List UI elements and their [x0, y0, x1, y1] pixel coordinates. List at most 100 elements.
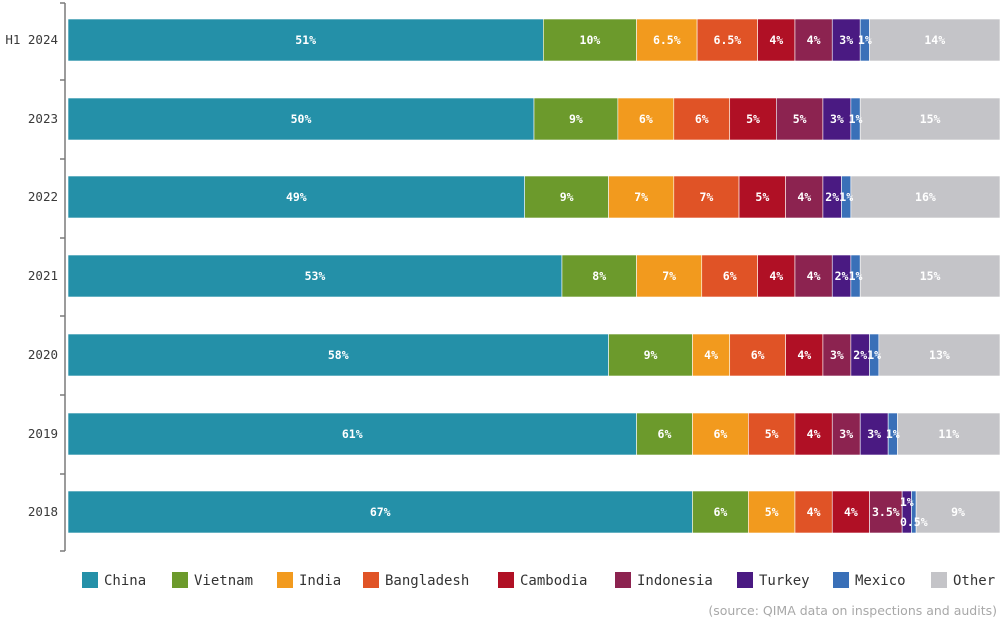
category-label: 2020 [28, 347, 58, 362]
legend-swatch-other [931, 572, 947, 588]
bar-segment-vietnam [524, 175, 609, 219]
data-label: 2% [825, 190, 839, 204]
data-label: 4% [807, 505, 821, 519]
data-label: 7% [662, 269, 676, 283]
legend-label: Cambodia [520, 573, 587, 589]
data-label: 1% [867, 348, 881, 362]
data-label: 3% [839, 427, 853, 441]
legend-swatch-china [82, 572, 98, 588]
bar-segment-bangladesh [729, 333, 786, 377]
data-label: 6% [639, 112, 653, 126]
bar-segment-other [850, 175, 1000, 219]
data-label: 5% [765, 505, 779, 519]
bar-segment-india [692, 333, 731, 377]
data-label: 9% [569, 112, 583, 126]
bar-segment-other [915, 490, 1000, 534]
bar-segment-india [608, 175, 675, 219]
data-label: 13% [929, 348, 950, 362]
legend-label: Mexico [855, 573, 906, 589]
data-label: 6% [713, 427, 727, 441]
data-label: 1% [849, 112, 863, 126]
data-label: 1% [849, 269, 863, 283]
category-label: 2018 [28, 504, 58, 519]
legend-label: India [299, 573, 341, 589]
data-label: 0.5% [900, 515, 928, 529]
data-label: 15% [920, 269, 941, 283]
data-label: 10% [580, 33, 601, 47]
data-label: 4% [807, 33, 821, 47]
bar-segment-china [67, 97, 535, 141]
data-label: 4% [769, 33, 783, 47]
bar-segment-indonesia [869, 490, 903, 534]
data-label: 5% [765, 427, 779, 441]
legend-swatch-india [277, 572, 293, 588]
data-label: 5% [755, 190, 769, 204]
data-label: 8% [592, 269, 606, 283]
data-label: 61% [342, 427, 363, 441]
data-label: 1% [886, 427, 900, 441]
category-label: H1 2024 [5, 32, 58, 47]
category-label: 2019 [28, 426, 58, 441]
data-label: 67% [370, 505, 391, 519]
bar-segment-vietnam [692, 490, 749, 534]
data-label: 1% [858, 33, 872, 47]
data-label: 3% [867, 427, 881, 441]
data-label: 7% [634, 190, 648, 204]
data-label: 53% [305, 269, 326, 283]
data-label: 4% [807, 427, 821, 441]
data-label: 4% [704, 348, 718, 362]
data-label: 3.5% [872, 505, 900, 519]
data-label: 4% [797, 190, 811, 204]
data-label: 6% [723, 269, 737, 283]
bar-segment-china [67, 490, 693, 534]
bar-segment-vietnam [608, 333, 693, 377]
data-label: 6% [658, 427, 672, 441]
data-label: 6.5% [714, 33, 742, 47]
data-label: 11% [938, 427, 959, 441]
bars [67, 18, 1000, 534]
bar-segment-cambodia [729, 97, 777, 141]
bar-segment-indonesia [794, 18, 833, 62]
bar-segment-india [636, 254, 703, 298]
bar-segment-vietnam [533, 97, 619, 141]
data-label: 4% [844, 505, 858, 519]
data-label: 3% [830, 112, 844, 126]
bar-segment-bangladesh [701, 254, 758, 298]
bar-segment-cambodia [757, 254, 796, 298]
data-label: 6.5% [653, 33, 681, 47]
legend-swatch-cambodia [498, 572, 514, 588]
data-label: 7% [699, 190, 713, 204]
data-label: 1% [839, 190, 853, 204]
bar-labels: 51% 10% 6.5% 6.5% 4% 4% 3% 1% 14% 50% 9% 6% 6% 5% 5% 3%… [286, 33, 965, 529]
bar-segment-india [617, 97, 675, 141]
legend-label: Vietnam [194, 573, 253, 589]
legend-swatch-vietnam [172, 572, 188, 588]
legend-label: Turkey [759, 573, 810, 589]
legend-label: Other [953, 573, 995, 589]
bar-segment-indonesia [785, 175, 824, 219]
bar-segment-cambodia [738, 175, 786, 219]
data-label: 6% [751, 348, 765, 362]
data-label: 3% [830, 348, 844, 362]
legend-swatch-turkey [737, 572, 753, 588]
bar-segment-india [692, 412, 749, 456]
data-label: 6% [695, 112, 709, 126]
bar-segment-india [748, 490, 796, 534]
data-label: 16% [915, 190, 936, 204]
bar-segment-bangladesh [673, 97, 731, 141]
bar-segment-bangladesh [748, 412, 796, 456]
data-label: 6% [713, 505, 727, 519]
bar-segment-china [67, 175, 525, 219]
y-axis: H1 2024 2023 2022 2021 2020 2019 2018 [5, 2, 66, 552]
bar-segment-cambodia [785, 333, 824, 377]
category-label: 2022 [28, 189, 58, 204]
bar-segment-other [869, 18, 1000, 62]
legend-swatch-indonesia [615, 572, 631, 588]
bar-segment-bangladesh [794, 490, 833, 534]
legend-label: China [104, 573, 146, 589]
bar-segment-cambodia [757, 18, 796, 62]
bar-segment-bangladesh [673, 175, 740, 219]
data-label: 2% [835, 269, 849, 283]
data-label: 9% [644, 348, 658, 362]
bar-segment-cambodia [794, 412, 833, 456]
